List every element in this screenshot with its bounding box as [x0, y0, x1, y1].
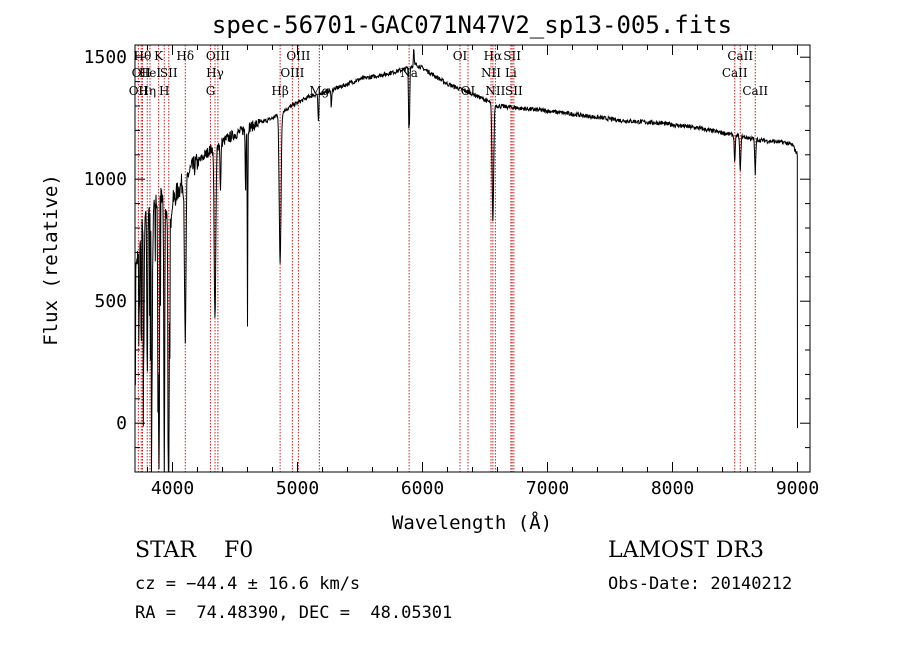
redshift-line: cz = −44.4 ± 16.6 km/s: [135, 574, 361, 594]
spectral-line-label: Hθ: [134, 49, 152, 63]
x-tick-label: 4000: [151, 478, 194, 499]
x-tick-label: 8000: [651, 478, 694, 499]
spectral-line-label: OI: [453, 49, 468, 63]
y-tick-label: 0: [116, 413, 127, 434]
spectral-line-label: SII: [503, 49, 521, 63]
x-axis-ticks: 4000 5000 6000 7000 8000 9000: [147, 45, 819, 499]
spectral-line-label: SII: [505, 84, 523, 98]
object-class-line: STAR F0: [135, 538, 253, 563]
object-subclass: F0: [223, 538, 254, 563]
observation-date: Obs-Date: 20140212: [608, 574, 793, 594]
spectral-line-label: Hη: [138, 84, 156, 98]
x-tick-label: 6000: [401, 478, 444, 499]
x-axis-label: Wavelength (Å): [392, 511, 552, 534]
y-axis-label: Flux (relative): [40, 174, 62, 346]
spectral-line-label: Hδ: [176, 49, 194, 63]
y-tick-label: 500: [94, 291, 127, 312]
coordinates-line: RA = 74.48390, DEC = 48.05301: [135, 603, 453, 623]
spectral-line-label: HeI: [139, 66, 162, 80]
spectral-line-label: H: [159, 84, 169, 98]
x-tick-label: 7000: [526, 478, 569, 499]
spectral-line-label: Hα: [484, 49, 503, 63]
spectral-line-labels: OIIOIIHθHηHeIKHSIIHδGHγOIIIHβOIIIOIIIMgN…: [129, 49, 769, 98]
y-tick-label: 1500: [84, 47, 127, 68]
spectral-line-label: CaII: [742, 84, 768, 98]
spectral-line-label: OIII: [286, 49, 310, 63]
x-tick-label: 5000: [276, 478, 319, 499]
object-class: STAR: [135, 538, 196, 563]
spectral-line-markers: [137, 45, 756, 472]
spectral-line-label: NII: [481, 66, 501, 80]
survey-name: LAMOST DR3: [608, 538, 764, 563]
spectral-line-label: OIII: [280, 66, 304, 80]
spectral-line-label: OII: [129, 84, 149, 98]
plot-frame: [134, 44, 811, 473]
spectrum-line: [134, 49, 798, 473]
y-tick-label: 1000: [84, 169, 127, 190]
x-tick-label: 9000: [776, 478, 819, 499]
spectral-line-label: K: [154, 49, 164, 63]
chart-title: spec-56701-GAC071N47V2_sp13-005.fits: [212, 11, 732, 39]
spectral-line-label: OIII: [206, 49, 230, 63]
spectral-line-label: NII: [485, 84, 505, 98]
spectral-line-label: SII: [160, 66, 178, 80]
spectral-line-label: CaII: [722, 66, 748, 80]
spectral-line-label: CaII: [727, 49, 753, 63]
y-axis-ticks: 0 500 1000 1500: [84, 47, 810, 449]
spectral-line-label: Hγ: [206, 66, 224, 80]
spectral-line-label: Li: [505, 66, 517, 80]
spectral-line-label: Hβ: [271, 84, 288, 98]
spectral-line-label: G: [206, 84, 216, 98]
spectral-line-label: OII: [132, 66, 152, 80]
